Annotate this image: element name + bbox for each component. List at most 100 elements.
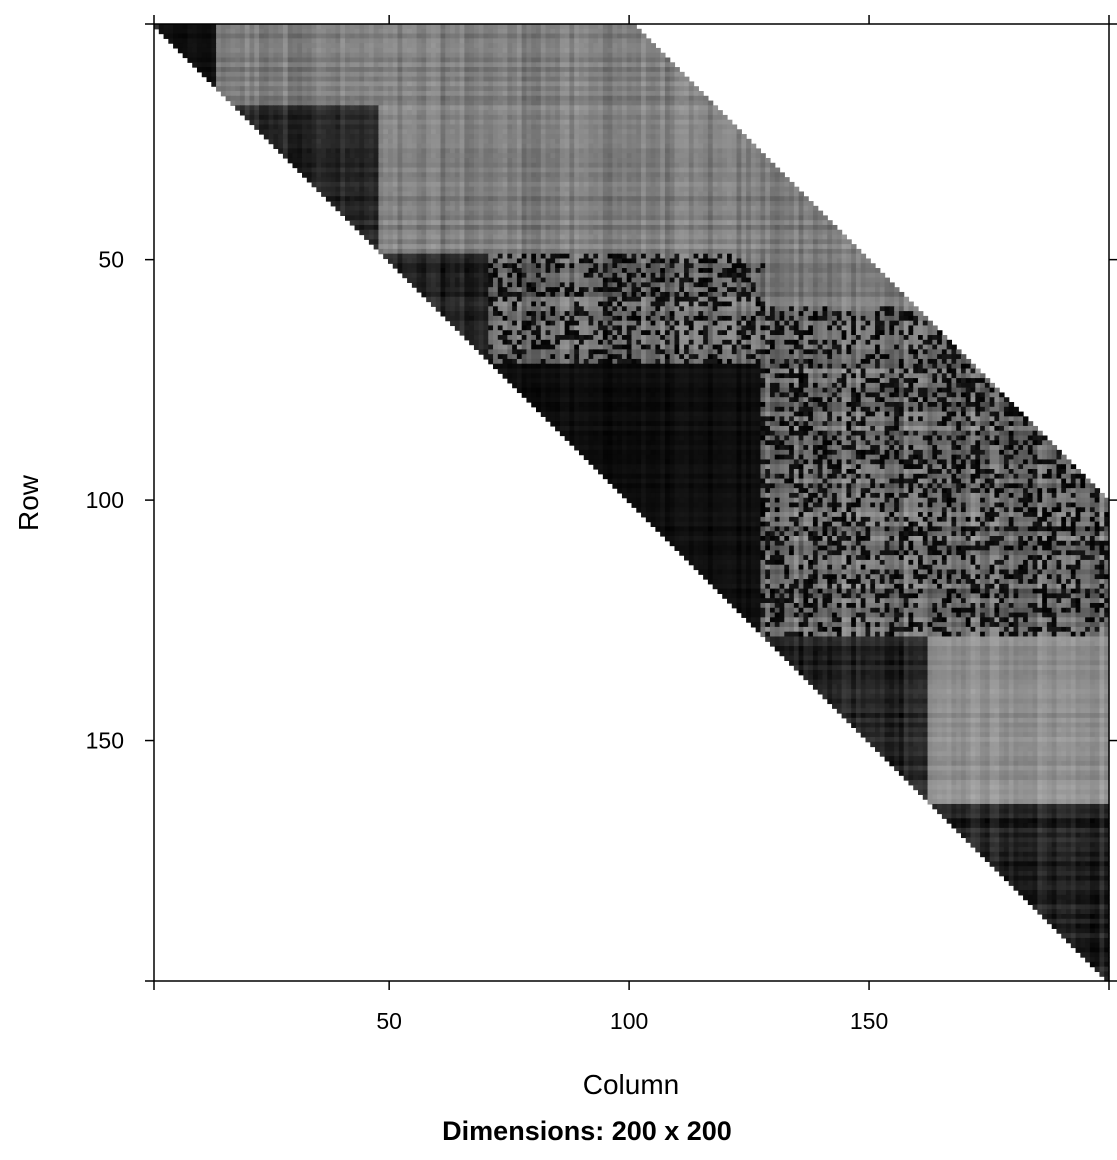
matrix-cell xyxy=(679,71,685,78)
matrix-cell xyxy=(621,138,628,145)
matrix-cell xyxy=(244,86,251,92)
matrix-cell xyxy=(430,100,437,106)
matrix-cell xyxy=(798,253,805,260)
matrix-cell xyxy=(660,210,666,216)
matrix-cell xyxy=(368,148,375,154)
matrix-cell xyxy=(717,234,723,240)
matrix-cell xyxy=(717,248,723,255)
matrix-cell xyxy=(507,124,513,130)
matrix-cell xyxy=(459,143,465,150)
matrix-cell xyxy=(306,167,313,173)
matrix-cell xyxy=(459,234,465,240)
matrix-cell xyxy=(731,172,738,178)
matrix-cell xyxy=(621,100,628,106)
matrix-cell xyxy=(387,205,394,212)
matrix-cell xyxy=(684,153,690,159)
matrix-cell xyxy=(617,138,623,145)
matrix-cell xyxy=(311,129,317,135)
matrix-cell xyxy=(478,24,485,30)
matrix-cell xyxy=(808,253,814,260)
matrix-cell xyxy=(631,196,637,202)
matrix-cell xyxy=(430,205,437,212)
matrix-cell xyxy=(502,186,508,193)
matrix-cell xyxy=(536,76,542,83)
matrix-cell xyxy=(641,157,647,164)
matrix-cell xyxy=(349,129,356,135)
matrix-cell xyxy=(602,24,609,30)
matrix-cell xyxy=(698,119,704,126)
matrix-cell xyxy=(478,62,485,68)
matrix-cell xyxy=(483,191,489,197)
matrix-cell xyxy=(302,129,308,135)
matrix-cell xyxy=(588,148,594,154)
matrix-cell xyxy=(478,38,485,44)
matrix-cell xyxy=(607,105,614,111)
matrix-cell xyxy=(502,90,508,97)
matrix-cell xyxy=(306,24,313,30)
matrix-cell xyxy=(784,248,790,255)
matrix-cell xyxy=(239,28,246,35)
matrix-cell xyxy=(173,24,179,30)
matrix-cell xyxy=(407,224,413,231)
matrix-cell xyxy=(655,162,661,169)
matrix-cell xyxy=(717,224,723,231)
matrix-cell xyxy=(416,95,423,102)
matrix-cell xyxy=(478,253,485,260)
matrix-cell xyxy=(216,43,222,49)
matrix-cell xyxy=(684,220,690,226)
matrix-cell xyxy=(402,167,408,173)
matrix-cell xyxy=(502,24,508,30)
matrix-cell xyxy=(660,153,666,159)
matrix-cell xyxy=(769,229,776,236)
matrix-cell xyxy=(731,234,738,240)
matrix-cell xyxy=(445,57,451,63)
matrix-cell xyxy=(473,95,480,102)
matrix-cell xyxy=(641,248,647,255)
matrix-cell xyxy=(378,124,384,130)
matrix-cell xyxy=(540,90,547,97)
matrix-cell xyxy=(746,210,752,216)
matrix-cell xyxy=(636,38,642,44)
matrix-cell xyxy=(416,134,423,140)
matrix-cell xyxy=(306,162,313,169)
matrix-cell xyxy=(750,205,757,212)
matrix-cell xyxy=(349,148,356,154)
matrix-cell xyxy=(650,162,656,169)
matrix-cell xyxy=(263,33,270,39)
matrix-cell xyxy=(368,157,375,164)
matrix-cell xyxy=(402,224,408,231)
matrix-cell xyxy=(440,114,446,121)
matrix-cell xyxy=(421,201,427,207)
matrix-cell xyxy=(512,248,518,255)
matrix-cell xyxy=(674,100,680,106)
matrix-cell xyxy=(602,76,609,83)
matrix-cell xyxy=(392,210,399,216)
matrix-cell xyxy=(383,76,389,83)
matrix-cell xyxy=(392,24,399,30)
matrix-cell xyxy=(593,138,599,145)
matrix-cell xyxy=(626,172,633,178)
matrix-cell xyxy=(555,124,561,130)
matrix-cell xyxy=(674,172,680,178)
matrix-cell xyxy=(569,71,575,78)
matrix-cell xyxy=(545,114,551,121)
matrix-cell xyxy=(641,229,647,236)
matrix-cell xyxy=(531,201,537,207)
matrix-cell xyxy=(268,62,274,68)
matrix-cell xyxy=(598,134,604,140)
matrix-cell xyxy=(411,177,418,183)
matrix-cell xyxy=(454,234,461,240)
matrix-cell xyxy=(335,191,341,197)
matrix-cell xyxy=(717,210,723,216)
matrix-cell xyxy=(359,28,365,35)
matrix-cell xyxy=(755,191,762,197)
matrix-cell xyxy=(259,52,265,59)
matrix-cell xyxy=(540,201,547,207)
matrix-cell xyxy=(502,239,508,245)
matrix-cell xyxy=(531,157,537,164)
matrix-cell xyxy=(588,38,594,44)
matrix-cell xyxy=(426,81,432,87)
matrix-cell xyxy=(168,33,174,39)
matrix-cell xyxy=(583,210,590,216)
matrix-cell xyxy=(493,105,499,111)
